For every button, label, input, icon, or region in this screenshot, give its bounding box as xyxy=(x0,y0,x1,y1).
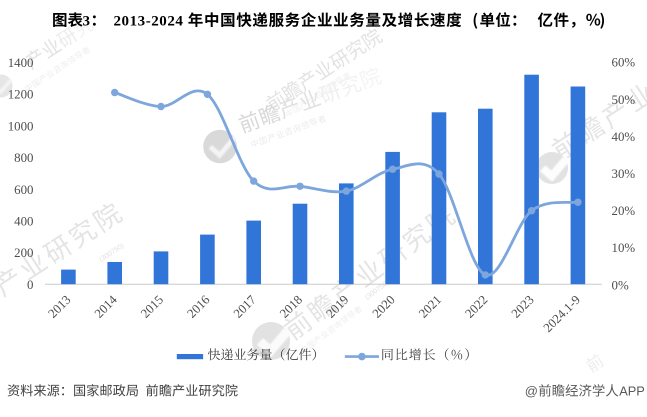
svg-text:1000: 1000 xyxy=(8,119,34,133)
svg-text:0: 0 xyxy=(27,278,33,292)
svg-text:2013-2024: 2013-2024 xyxy=(114,14,184,30)
svg-text:@: @ xyxy=(525,384,538,399)
svg-text:0%: 0% xyxy=(612,278,629,292)
svg-text:60%: 60% xyxy=(612,56,636,70)
svg-text:1200: 1200 xyxy=(8,88,34,102)
svg-text:APP: APP xyxy=(619,384,645,399)
svg-text:30%: 30% xyxy=(612,167,636,181)
svg-text:600: 600 xyxy=(14,183,33,197)
svg-text:800: 800 xyxy=(14,151,33,165)
svg-text:10%: 10% xyxy=(612,241,636,255)
svg-text:50%: 50% xyxy=(612,93,636,107)
svg-text:200: 200 xyxy=(14,246,33,260)
svg-text:3: 3 xyxy=(83,14,91,30)
svg-text:400: 400 xyxy=(14,215,33,229)
svg-text:40%: 40% xyxy=(612,130,636,144)
svg-text:20%: 20% xyxy=(612,204,636,218)
svg-text:1400: 1400 xyxy=(8,56,34,70)
